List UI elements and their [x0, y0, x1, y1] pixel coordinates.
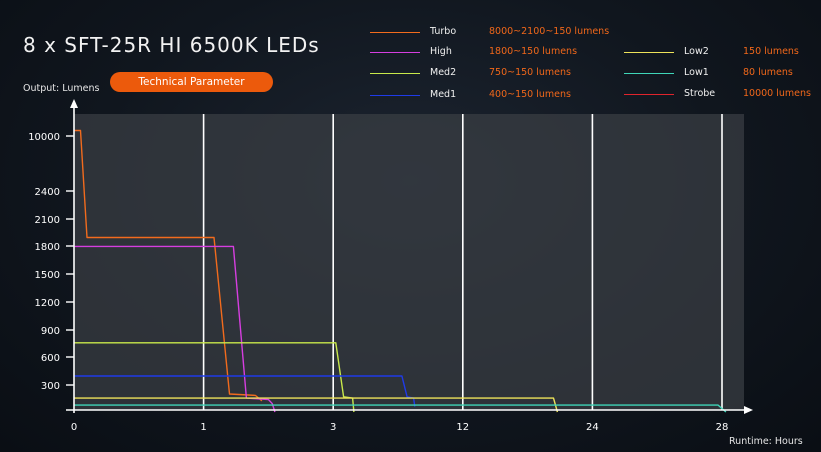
- x-axis-arrow: [744, 406, 753, 414]
- legend-name: Med2: [430, 67, 457, 78]
- series-line-med1: [74, 375, 416, 407]
- legend-swatch: [624, 73, 674, 74]
- legend-name: Med1: [430, 89, 457, 100]
- series-line-low2: [74, 397, 559, 413]
- legend-name: Turbo: [430, 26, 457, 37]
- legend-range: 1800~150 lumens: [489, 46, 578, 57]
- x-axis-label: Runtime: Hours: [729, 436, 803, 447]
- legend-swatch: [624, 94, 674, 95]
- y-axis-arrow: [70, 99, 78, 108]
- y-tick-label: 2400: [35, 187, 60, 198]
- legend-range: 400~150 lumens: [489, 89, 571, 100]
- y-tick-label: 1200: [35, 298, 60, 309]
- legend-name: Low2: [684, 46, 709, 57]
- legend-swatch: [370, 32, 420, 33]
- technical-parameter-button[interactable]: Technical Parameter: [110, 72, 273, 92]
- legend-swatch: [370, 52, 420, 53]
- x-tick-label: 3: [330, 422, 336, 433]
- x-tick-label: 24: [586, 422, 599, 433]
- y-tick-label: 1500: [35, 270, 60, 281]
- y-tick-label: 900: [41, 326, 60, 337]
- y-tick-label: 10000: [28, 132, 60, 143]
- series-line-turbo: [74, 129, 263, 402]
- legend-name: Low1: [684, 67, 709, 78]
- y-tick-label: 1800: [35, 242, 60, 253]
- legend-swatch: [370, 73, 420, 74]
- legend-swatch: [624, 52, 674, 53]
- legend-range: 150 lumens: [743, 46, 799, 57]
- x-tick-label: 1: [200, 422, 206, 433]
- legend-name: High: [430, 46, 452, 57]
- x-tick-label: 28: [716, 422, 729, 433]
- legend-swatch: [370, 95, 420, 96]
- y-tick-label: 300: [41, 381, 60, 392]
- legend-range: 80 lumens: [743, 67, 793, 78]
- y-tick-label: 2100: [35, 215, 60, 226]
- y-axis-label: Output: Lumens: [23, 83, 100, 94]
- legend-range: 10000 lumens: [743, 88, 811, 99]
- legend-range: 750~150 lumens: [489, 67, 571, 78]
- plot-area: [74, 114, 744, 410]
- x-tick-label: 0: [71, 422, 77, 433]
- legend-name: Strobe: [684, 88, 716, 99]
- legend-range: 8000~2100~150 lumens: [489, 26, 610, 37]
- chart-title: 8 x SFT-25R HI 6500K LEDs: [23, 33, 320, 57]
- y-tick-label: 600: [41, 353, 60, 364]
- x-tick-label: 12: [456, 422, 469, 433]
- series-line-med2: [74, 342, 355, 413]
